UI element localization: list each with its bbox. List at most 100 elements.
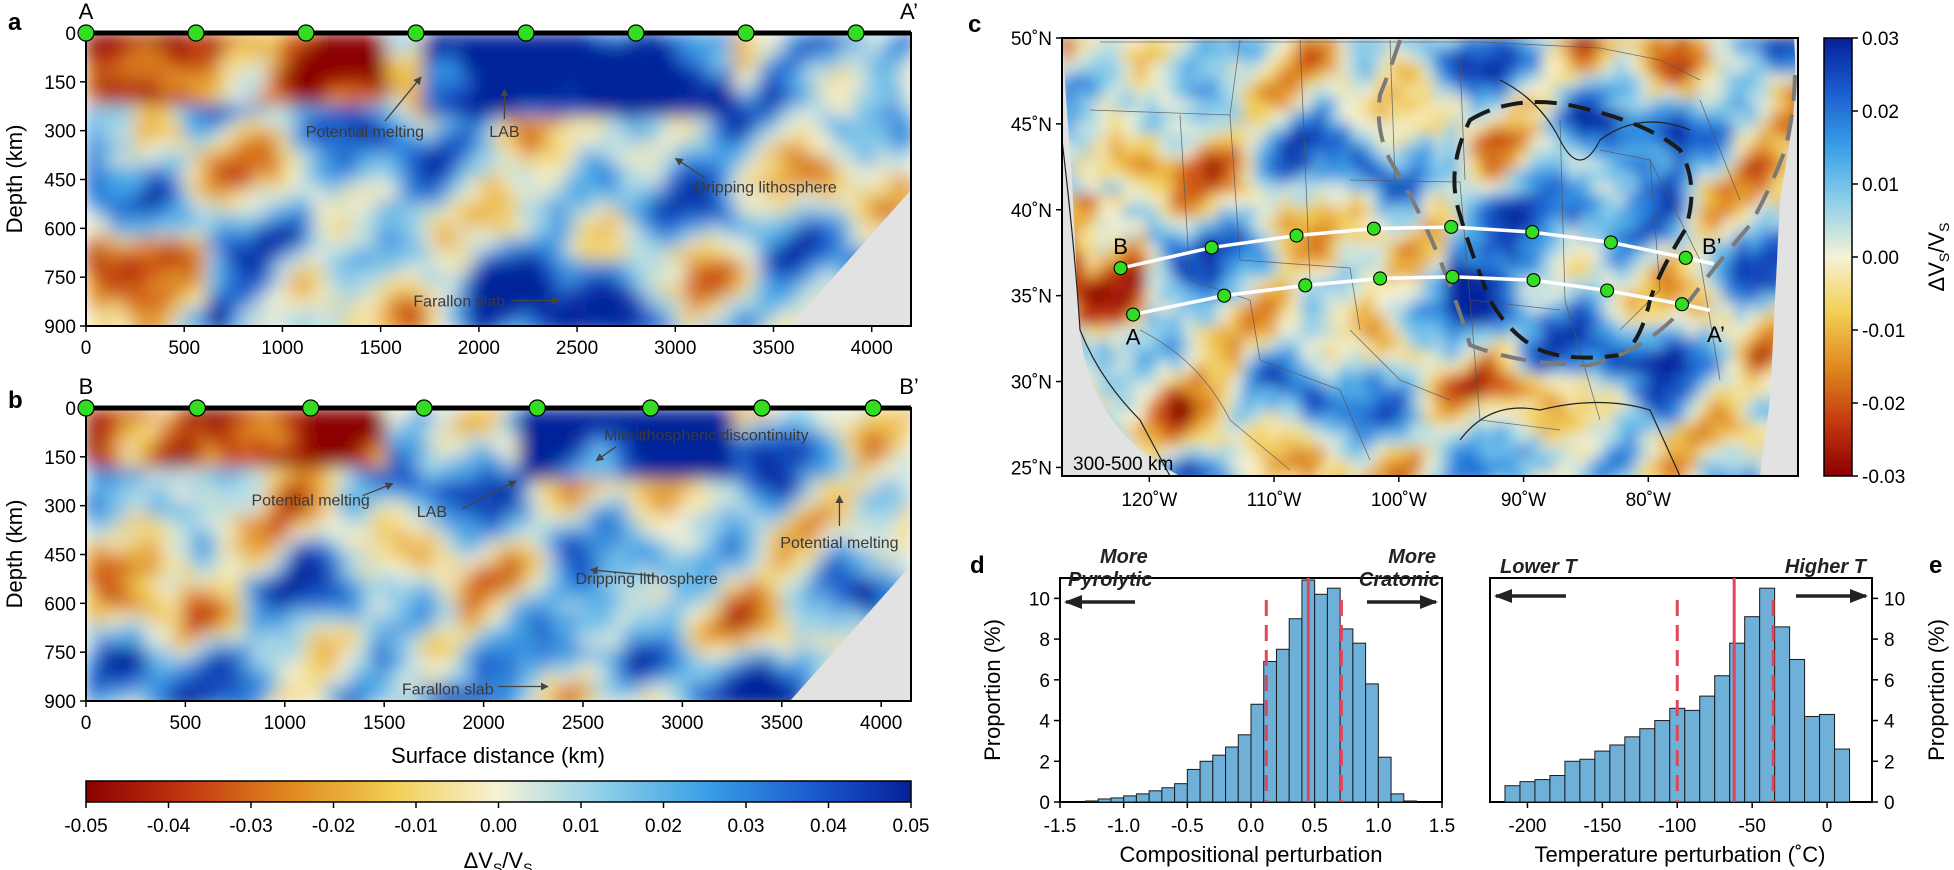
coastlines [1062, 79, 1691, 476]
section-annotation: Dripping lithosphere [575, 571, 717, 588]
lat-tick: 40˚N [1011, 201, 1052, 222]
colorbar-c: 0.03 0.02 0.01 0.00 -0.01 -0.02 -0.03 ΔVS/VS [1823, 29, 1952, 488]
profile-point [1217, 288, 1232, 303]
lat-tick: 45˚N [1011, 115, 1052, 136]
panel-a-ylabel: Depth (km) [2, 125, 27, 234]
x-tick-label: 4000 [860, 713, 902, 734]
section-annotation: Farallon slab [402, 681, 494, 698]
panel-e: e -200 -150 -100 -50 0 0 2 4 6 8 10 Proportion (%)… [1489, 552, 1949, 867]
hist-y-tick: 2 [1884, 752, 1895, 773]
x-tick-label: 1000 [264, 713, 306, 734]
profile-marker [297, 24, 315, 42]
x-tick-label: 3500 [752, 338, 794, 359]
profile-point [1204, 240, 1219, 255]
histogram-bar [1365, 683, 1379, 803]
x-tick-label: 1000 [261, 338, 303, 359]
section-annotation: LAB [417, 504, 447, 521]
colorbar-ab-label: ΔVS/VS [464, 848, 533, 870]
hist-x-tick: -0.5 [1171, 816, 1204, 837]
x-tick-label: 1500 [363, 713, 405, 734]
hist-x-tick: 0.0 [1238, 816, 1264, 837]
hist-e-xlabel: Temperature perturbation (˚C) [1534, 842, 1825, 867]
hist-y-tick: 0 [1039, 793, 1050, 814]
histogram-bar [1579, 758, 1596, 803]
y-tick-label: 600 [44, 219, 76, 240]
y-tick-label: 600 [44, 594, 76, 615]
annotation-arrow [589, 566, 655, 577]
histogram-bar [1744, 616, 1761, 803]
profile-marker [627, 24, 645, 42]
hist-x-tick: -1.0 [1107, 816, 1140, 837]
y-tick-label: 450 [44, 546, 76, 567]
hist-d-left-label-1: More [1100, 546, 1148, 568]
colorbar-c-tick: 0.02 [1862, 102, 1899, 123]
profile-marker [302, 399, 320, 417]
hist-x-tick: -200 [1508, 816, 1546, 837]
hist-x-tick: 0.5 [1301, 816, 1327, 837]
histogram-bar [1729, 642, 1746, 803]
profile-point [1126, 307, 1141, 322]
histogram-bar [1135, 793, 1150, 803]
profile-start-label: A [1126, 325, 1141, 350]
profile-point [1445, 269, 1460, 284]
lat-tick: 50˚N [1011, 29, 1052, 50]
lon-tick: 90˚W [1501, 490, 1546, 511]
x-tick-label: 500 [170, 713, 202, 734]
profile-point [1603, 235, 1618, 250]
profile-point [1113, 261, 1128, 276]
x-tick-label: 0 [81, 338, 92, 359]
y-tick-label: 750 [44, 643, 76, 664]
y-tick-label: 0 [65, 24, 76, 45]
hist-y-tick: 8 [1039, 630, 1050, 651]
histogram-bar [1275, 648, 1290, 803]
colorbar-ab-tick: -0.02 [312, 816, 355, 837]
histogram-bar [1148, 790, 1163, 803]
lat-tick: 25˚N [1011, 458, 1052, 479]
annotation-arrow [384, 76, 422, 122]
x-tick-label: 2000 [462, 713, 504, 734]
annotation-arrow [461, 480, 517, 510]
histogram-bar [1352, 642, 1367, 803]
panel-b-start-label: B [79, 374, 94, 399]
panel-c-label: c [968, 11, 981, 38]
profile-marker [641, 399, 660, 417]
colorbar-c-label: ΔVS/VS [1924, 223, 1952, 292]
histogram-bar [1639, 728, 1656, 803]
x-tick-label: 3500 [761, 713, 803, 734]
y-tick-label: 150 [44, 448, 76, 469]
histogram-bar [1804, 715, 1821, 803]
hist-x-tick: 1.0 [1365, 816, 1391, 837]
profile-end-label: B’ [1702, 234, 1722, 259]
panel-b-end-label: B’ [899, 374, 919, 399]
colorbar-ab-tick: 0.00 [480, 816, 517, 837]
hist-y-tick: 6 [1039, 671, 1050, 692]
colorbar-c-tick: 0.03 [1862, 29, 1899, 50]
panel-d-label: d [970, 552, 985, 579]
y-tick-label: 750 [44, 268, 76, 289]
profile-point [1444, 219, 1459, 234]
histogram-bar [1314, 593, 1328, 803]
hist-d-right-label-2: Cratonic [1359, 569, 1440, 591]
section-annotation: Dripping lithosphere [694, 180, 836, 197]
colorbar-c-tick: -0.01 [1862, 321, 1905, 342]
hist-y-tick: 6 [1884, 671, 1895, 692]
section-annotation: Farallon slab [413, 293, 505, 310]
y-tick-label: 300 [44, 497, 76, 518]
histogram-bar [1110, 797, 1125, 803]
colorbar-ab-tick: 0.03 [728, 816, 765, 837]
x-tick-label: 2500 [556, 338, 598, 359]
profile-marker [753, 399, 771, 417]
profile-marker [847, 24, 865, 42]
histogram-bar [1212, 754, 1227, 803]
annotation-arrow [674, 157, 707, 180]
x-tick-label: 3000 [661, 713, 703, 734]
histogram-bar [1594, 750, 1611, 803]
hist-e-left-label: Lower T [1500, 556, 1578, 578]
craton-outline [1452, 100, 1694, 360]
colorbar-ab-tick: 0.05 [893, 816, 930, 837]
profile-marker [188, 399, 206, 417]
colorbar-c-tick: 0.01 [1862, 175, 1899, 196]
lat-tick: 30˚N [1011, 373, 1052, 394]
profile-point [1678, 250, 1693, 265]
colorbar-ab-tick: 0.01 [563, 816, 600, 837]
